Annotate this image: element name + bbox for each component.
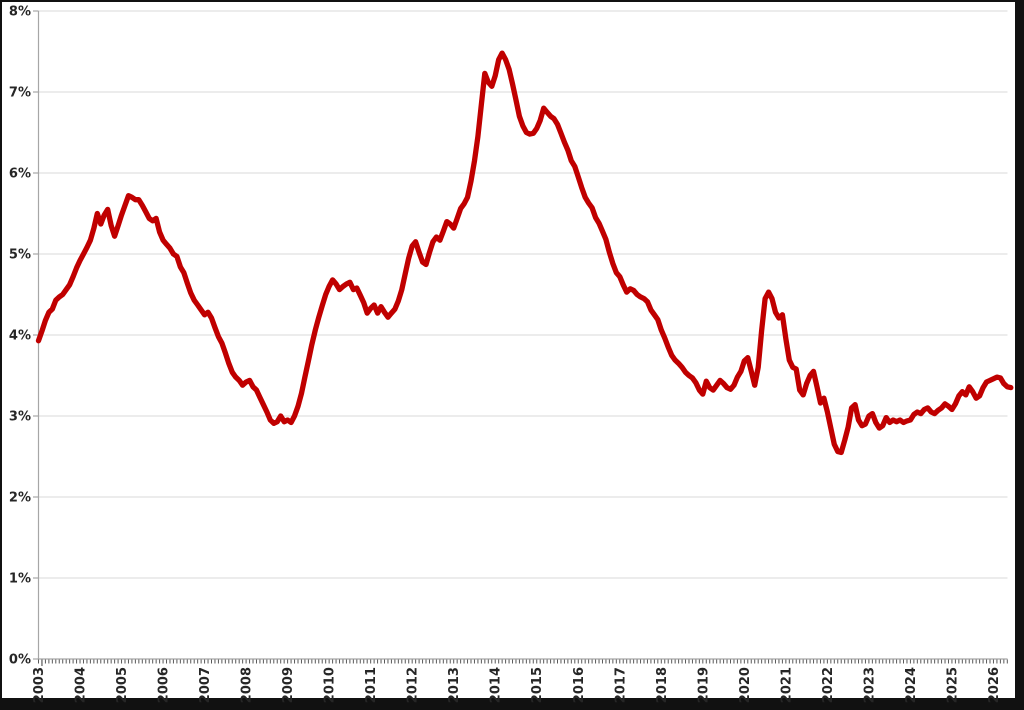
y-axis-label: 3% (9, 410, 31, 425)
y-axis-label: 8% (9, 5, 31, 20)
x-axis-label: 2022 (821, 667, 836, 703)
y-axis-label: 6% (9, 167, 31, 182)
x-axis-label: 2020 (738, 667, 753, 703)
y-axis-label: 4% (9, 329, 31, 344)
x-axis-label: 2023 (862, 667, 877, 703)
x-axis-label: 2026 (987, 667, 1002, 703)
x-axis-label: 2012 (406, 667, 421, 703)
x-axis-label: 2018 (655, 667, 670, 703)
x-axis-label: 2016 (572, 667, 587, 703)
x-axis-label: 2025 (945, 667, 960, 703)
y-axis-label: 1% (9, 572, 31, 587)
x-axis-label: 2021 (779, 667, 794, 703)
x-axis-label: 2009 (281, 667, 296, 703)
x-axis-label: 2010 (323, 667, 338, 703)
y-axis-label: 5% (9, 248, 31, 263)
gridlines (38, 10, 1008, 579)
x-axis-label: 2011 (364, 667, 379, 703)
y-axis-label: 7% (9, 86, 31, 101)
x-axis-label: 2024 (904, 667, 919, 703)
x-axis-label: 2004 (74, 667, 89, 703)
x-axis-label: 2014 (489, 667, 504, 703)
plot-background (2, 2, 1015, 698)
y-axis-ticks (33, 10, 39, 660)
y-axis-labels: 0% 1% 2% 3% 4% 5% 6% 7% 8% (9, 5, 31, 668)
x-axis-label: 2008 (240, 667, 255, 703)
x-axis-label: 2005 (115, 667, 130, 703)
x-axis-year-labels: 2003 2004 2005 2006 2007 2008 2009 2010 2011 2012… (32, 667, 1002, 703)
data-series-line (35, 50, 1014, 456)
x-axis-label: 2006 (157, 667, 172, 703)
x-axis-label: 2019 (696, 667, 711, 703)
x-axis-label: 2017 (613, 667, 628, 703)
y-axis-label: 2% (9, 491, 31, 506)
x-axis-label: 2015 (530, 667, 545, 703)
y-axis-label: 0% (9, 653, 31, 668)
x-axis-label: 2003 (32, 667, 47, 703)
x-axis-label: 2007 (198, 667, 213, 703)
x-axis-label: 2013 (447, 667, 462, 703)
x-axis-minor-ticks (38, 659, 1008, 666)
